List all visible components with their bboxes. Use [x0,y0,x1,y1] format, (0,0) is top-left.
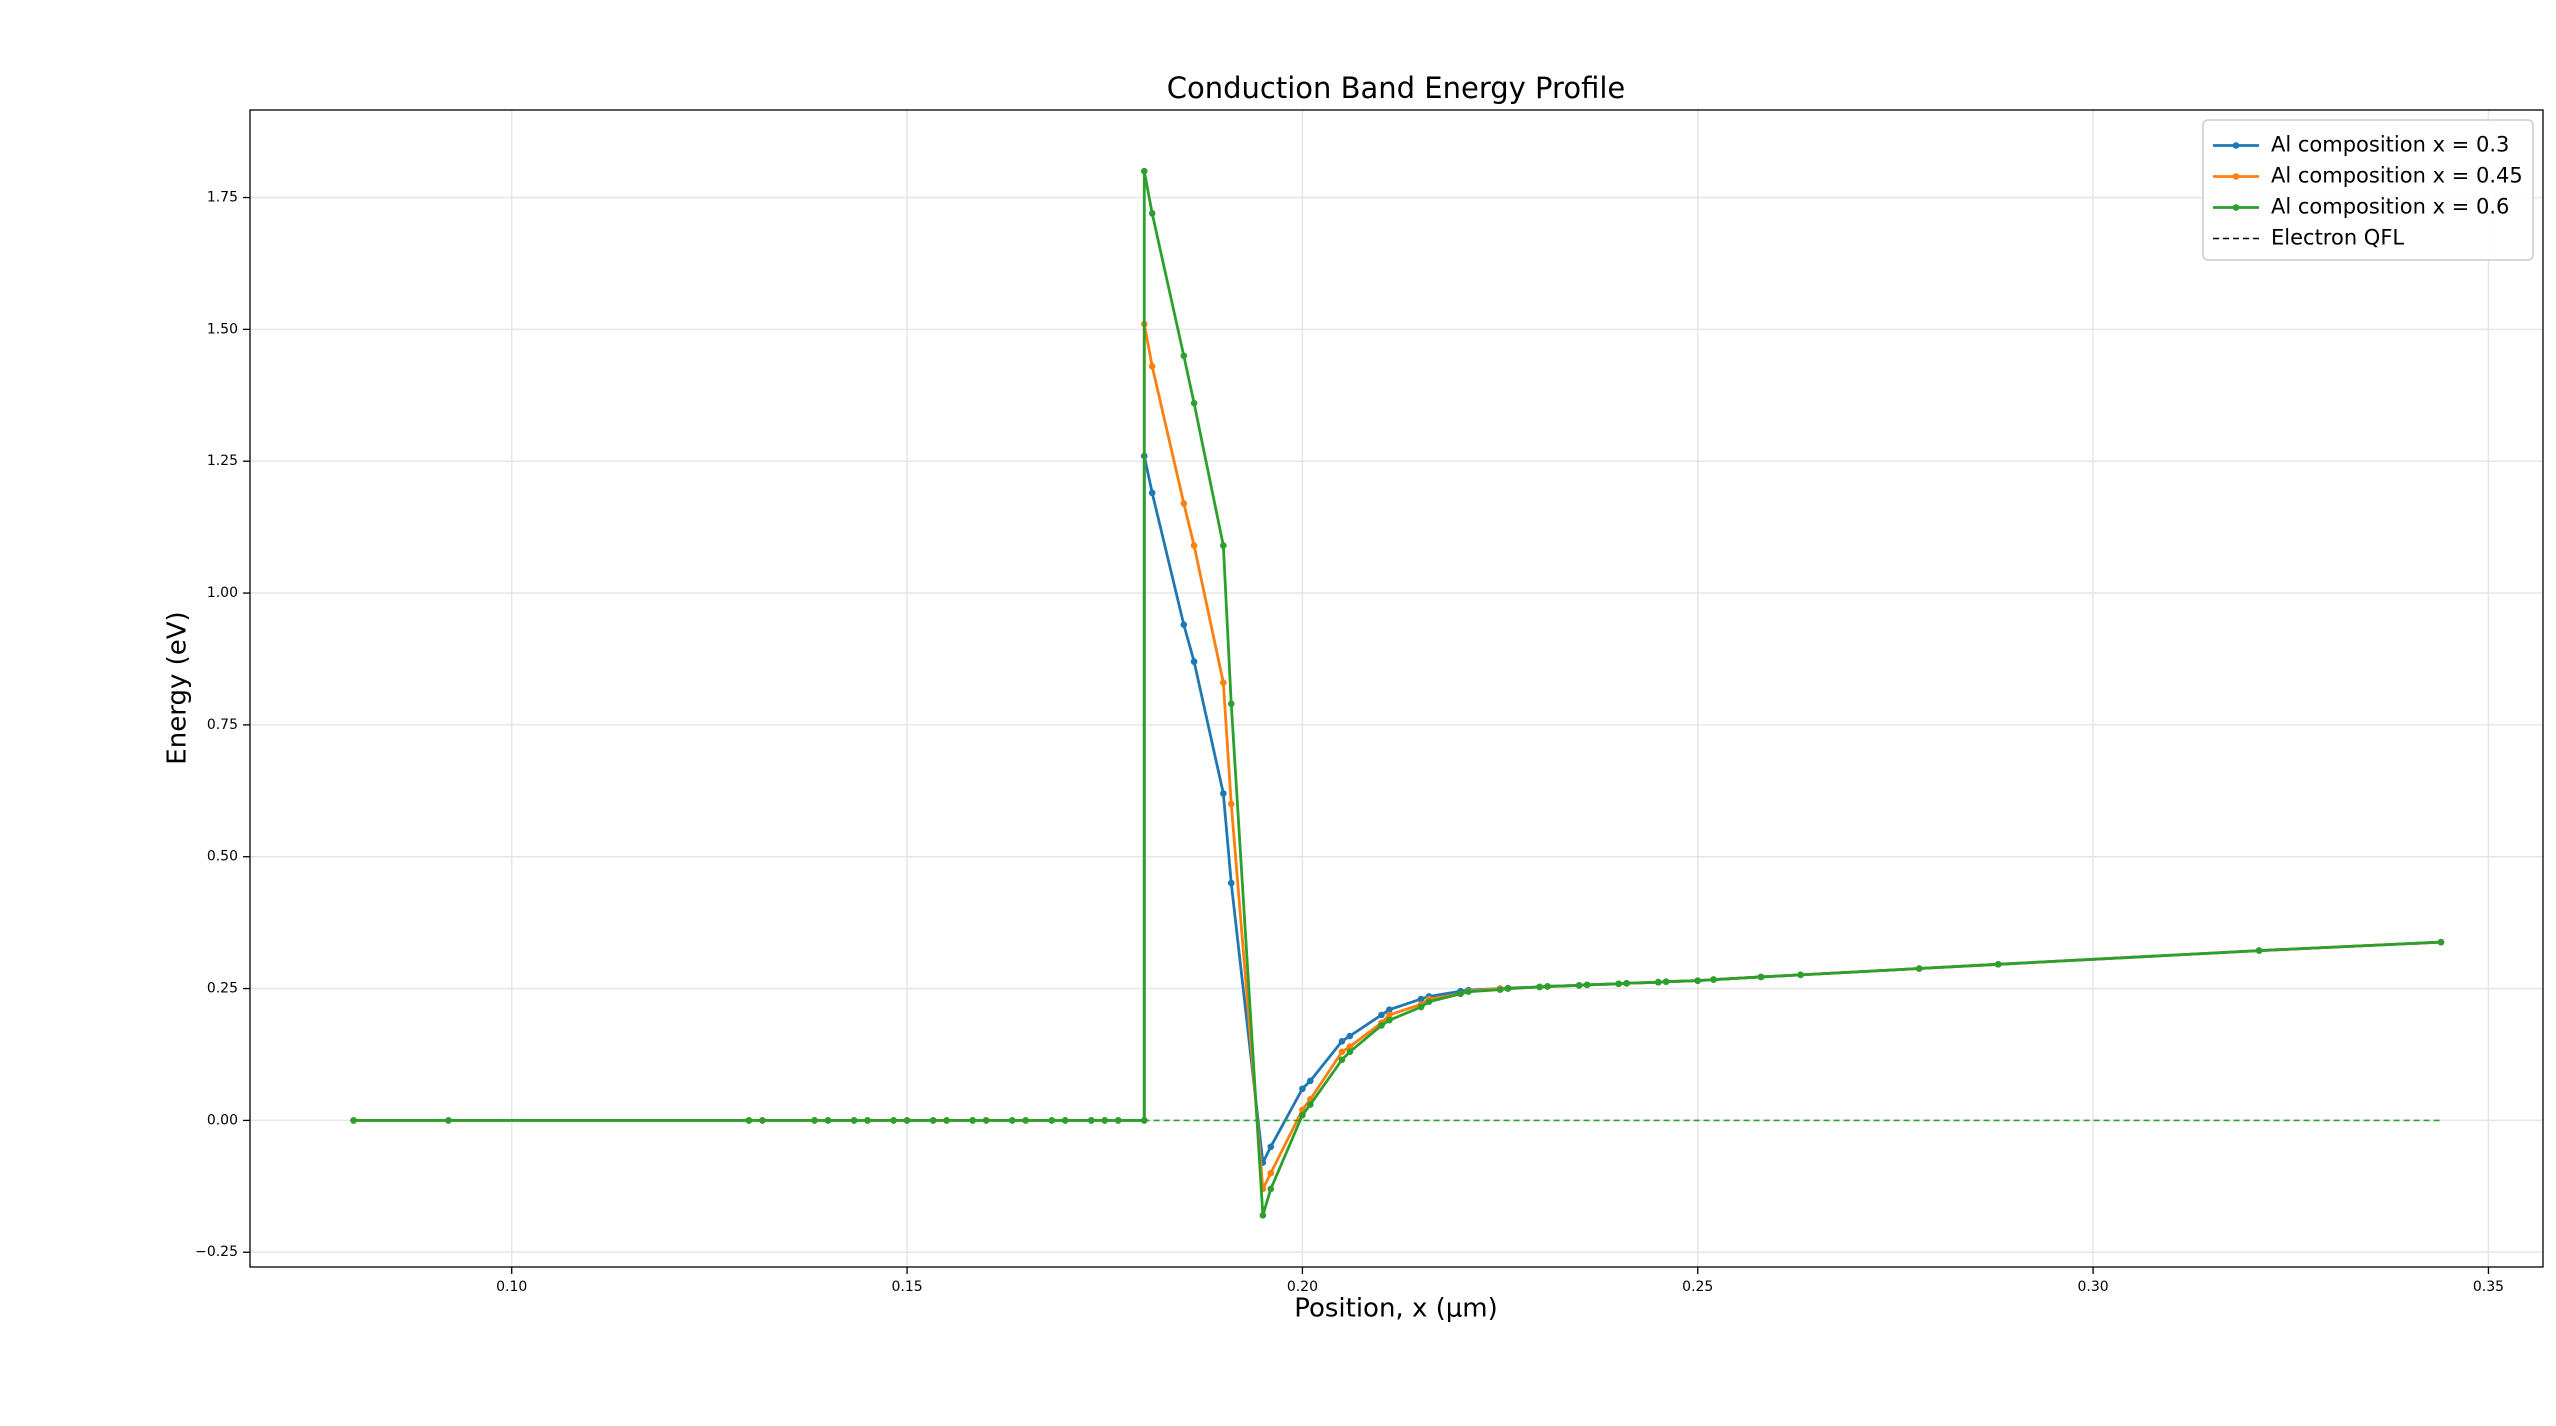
legend-label: Al composition x = 0.3 [2271,133,2509,157]
data-point [1710,976,1717,983]
data-point [1267,1169,1275,1177]
data-point [1654,978,1662,986]
series-line [353,169,2442,1217]
data-point [1575,982,1583,989]
data-point [1307,1101,1314,1108]
data-point [1496,986,1504,993]
data-point [1220,790,1227,797]
data-point [1465,988,1472,996]
data-point [1386,1011,1393,1019]
data-point [1386,1006,1393,1013]
data-point [929,1117,937,1124]
data-point [1259,1212,1267,1219]
y-tick-label: 1.75 [207,190,238,206]
y-tick-label: 0.00 [207,1112,238,1128]
data-point [1915,965,1923,972]
plot-frame [249,109,2544,1268]
legend-marker [2232,142,2240,149]
x-tick-label: 0.20 [1287,1279,1318,1295]
series-line [353,454,2442,1164]
legend: Al composition x = 0.3 Al composition x =… [2202,119,2534,261]
data-point [1299,1085,1306,1093]
data-point [1346,1032,1354,1040]
data-point [1180,621,1188,628]
chart-title: Conduction Band Energy Profile [1167,71,1625,105]
data-point [1378,1011,1385,1019]
data-point [1338,1056,1346,1064]
data-point [1267,1185,1275,1193]
data-point [1457,990,1464,998]
data-point [1346,1043,1354,1050]
x-axis-label: Position, x (μm) [1294,1294,1498,1324]
data-point [1220,679,1227,686]
data-point [1267,1143,1275,1151]
data-point [1797,971,1804,979]
data-point [1623,979,1630,987]
data-point [1386,1016,1393,1024]
data-point [1615,980,1622,988]
legend-marker [2232,173,2240,180]
legend-label: Al composition x = 0.6 [2271,195,2509,219]
data-point [1417,1003,1425,1011]
data-point [1227,800,1235,808]
legend-label: Electron QFL [2271,226,2404,250]
data-point [1190,542,1198,549]
y-tick-label: 1.25 [207,453,238,469]
x-tick-label: 0.25 [1682,1279,1713,1295]
data-point [1299,1111,1306,1119]
data-point [1148,489,1156,497]
data-point [1425,998,1433,1006]
data-point [1087,1117,1095,1124]
data-point [1307,1077,1314,1085]
data-point [1994,961,2002,968]
data-point [1378,1022,1385,1029]
x-tick-label: 0.15 [891,1279,922,1295]
x-tick-label: 0.35 [2473,1279,2504,1295]
x-tick-label: 0.10 [496,1279,527,1295]
y-tick-label: 0.75 [207,717,238,733]
data-point [1417,995,1425,1003]
data-point [1536,983,1543,991]
data-point [1008,1117,1016,1124]
y-axis-label: Energy (eV) [163,611,193,764]
data-point [1048,1117,1056,1124]
data-point [1180,352,1188,360]
data-point [1544,983,1551,990]
data-point [1180,500,1188,507]
y-tick-label: 0.50 [207,849,238,865]
data-point [1338,1037,1346,1045]
legend-label: Al composition x = 0.45 [2271,164,2523,188]
legend-marker [2232,204,2240,211]
data-point [1148,210,1156,217]
data-point [1662,978,1670,986]
data-point [1694,977,1702,984]
data-point [1504,985,1512,992]
data-point [1148,362,1156,370]
data-point [759,1117,766,1124]
data-point [2437,938,2445,946]
x-tick-label: 0.30 [2078,1279,2109,1295]
data-point [1220,542,1227,549]
data-point [1338,1048,1346,1056]
data-point [1583,981,1591,989]
series-line [353,322,2442,1191]
data-point [1757,973,1765,981]
legend-box [2202,119,2534,261]
data-point [1190,658,1198,665]
data-point [1227,700,1235,708]
data-point [1140,167,1148,175]
data-point [969,1117,976,1124]
data-point [1346,1048,1354,1056]
data-point [1227,879,1235,887]
y-tick-label: −0.25 [195,1244,238,1260]
y-tick-label: 0.25 [207,981,238,997]
y-tick-label: 1.00 [207,585,238,601]
data-point [2255,947,2263,954]
y-tick-label: 1.50 [207,321,238,337]
data-point [1190,399,1198,407]
